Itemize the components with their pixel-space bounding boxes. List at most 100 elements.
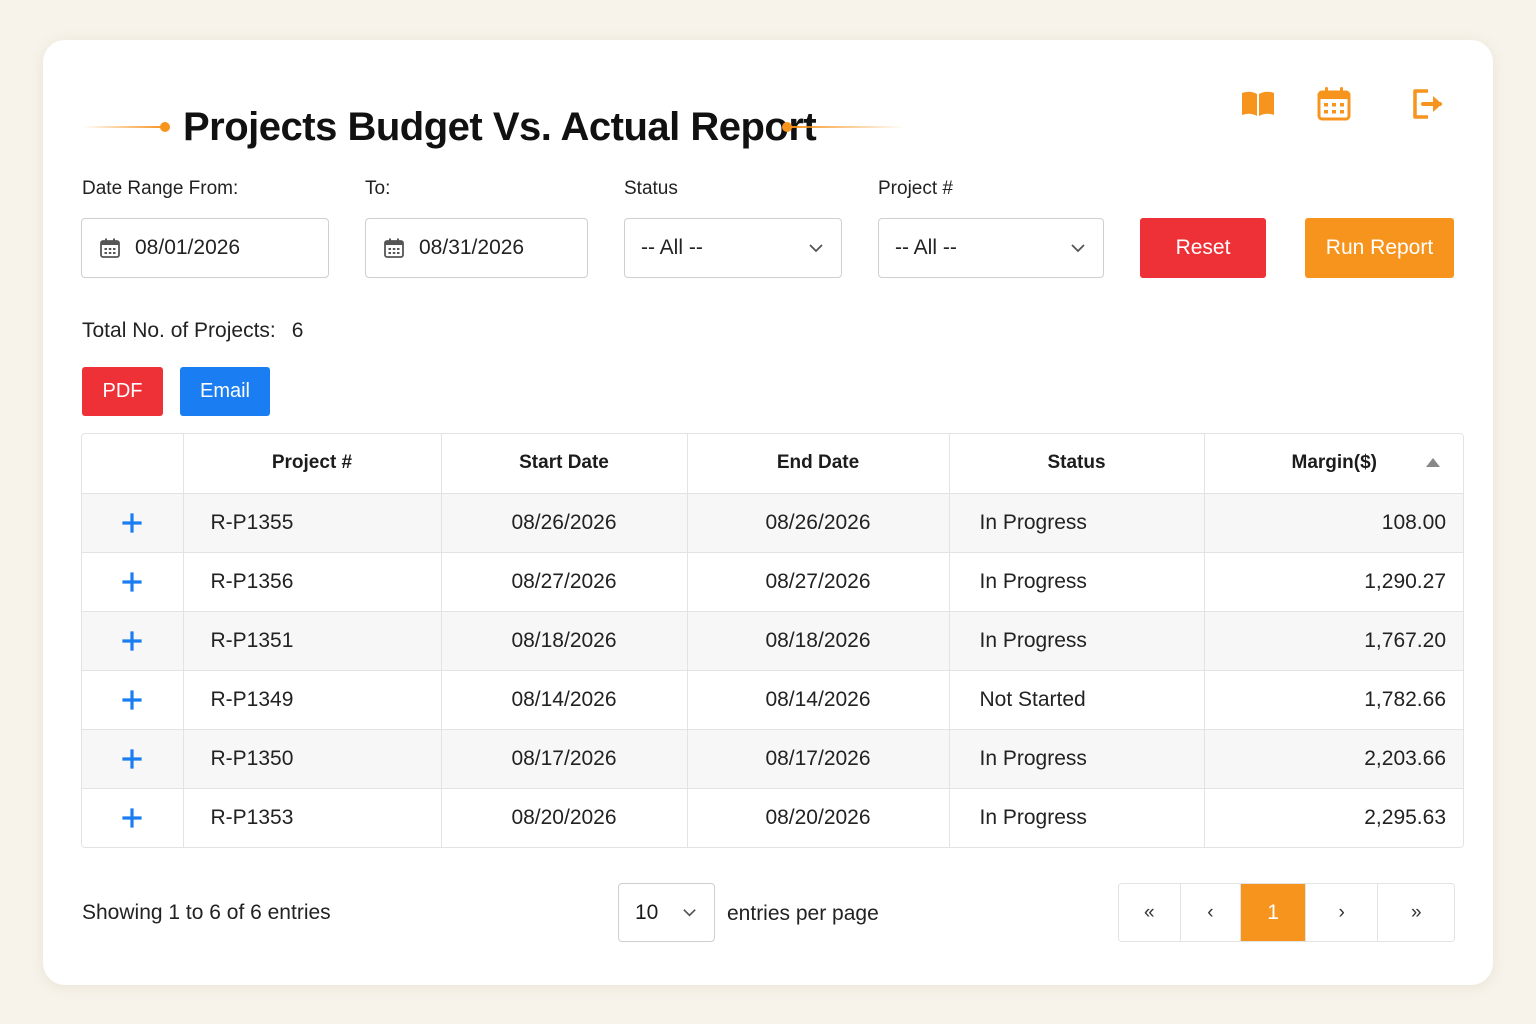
start-date-cell: 08/20/2026: [441, 788, 688, 847]
status-cell: Not Started: [949, 670, 1205, 730]
logout-icon[interactable]: [1408, 84, 1448, 124]
start-date-cell: 08/18/2026: [441, 611, 688, 671]
column-header-margin[interactable]: Margin($): [1204, 434, 1463, 494]
margin-cell: 1,782.66: [1204, 670, 1463, 730]
sort-ascending-icon[interactable]: [1426, 458, 1440, 467]
showing-entries-text: Showing 1 to 6 of 6 entries: [82, 901, 331, 924]
date-to-field[interactable]: 08/31/2026: [365, 218, 588, 278]
status-label: Status: [624, 178, 678, 199]
column-header-expand: [82, 434, 184, 494]
entries-per-page-select[interactable]: 10: [618, 883, 715, 942]
status-cell: In Progress: [949, 729, 1205, 789]
margin-cell: 2,295.63: [1204, 788, 1463, 847]
table-row: R-P1349 08/14/2026 08/14/2026 Not Started 1,…: [82, 670, 1463, 730]
plus-icon[interactable]: [122, 749, 142, 769]
chevron-down-icon: [809, 244, 823, 253]
date-from-value: 08/01/2026: [135, 236, 241, 259]
table-row: R-P1355 08/26/2026 08/26/2026 In Progress 10…: [82, 493, 1463, 553]
project-number-cell: R-P1353: [183, 788, 442, 847]
row-expand-cell: [82, 670, 184, 730]
table-header-row: Project # Start Date End Date Status Mar…: [82, 434, 1463, 494]
status-cell: In Progress: [949, 552, 1205, 612]
date-to-value: 08/31/2026: [419, 236, 525, 259]
margin-cell: 1,290.27: [1204, 552, 1463, 612]
margin-cell: 2,203.66: [1204, 729, 1463, 789]
plus-icon[interactable]: [122, 513, 142, 533]
status-cell: In Progress: [949, 788, 1205, 847]
table-row: R-P1350 08/17/2026 08/17/2026 In Progress 2,…: [82, 729, 1463, 789]
project-number-cell: R-P1356: [183, 552, 442, 612]
total-projects-value: 6: [291, 319, 304, 342]
column-header-status[interactable]: Status: [949, 434, 1205, 494]
project-number-cell: R-P1355: [183, 493, 442, 553]
status-select[interactable]: -- All --: [624, 218, 842, 278]
table-row: R-P1353 08/20/2026 08/20/2026 In Progress 2,…: [82, 788, 1463, 847]
margin-cell: 108.00: [1204, 493, 1463, 553]
column-header-start-date[interactable]: Start Date: [441, 434, 688, 494]
project-label: Project #: [878, 178, 953, 199]
total-projects-label: Total No. of Projects:: [82, 319, 276, 342]
last-page-button[interactable]: »: [1378, 884, 1454, 941]
column-header-project[interactable]: Project #: [183, 434, 442, 494]
project-select-value: -- All --: [895, 236, 957, 259]
start-date-cell: 08/17/2026: [441, 729, 688, 789]
end-date-cell: 08/14/2026: [687, 670, 950, 730]
start-date-cell: 08/27/2026: [441, 552, 688, 612]
title-row: Projects Budget Vs. Actual Report: [43, 102, 1493, 152]
run-report-button[interactable]: Run Report: [1305, 218, 1454, 278]
pdf-button[interactable]: PDF: [82, 367, 163, 416]
page-1-button[interactable]: 1: [1241, 884, 1306, 941]
end-date-cell: 08/26/2026: [687, 493, 950, 553]
table-row: R-P1351 08/18/2026 08/18/2026 In Progress 1,…: [82, 611, 1463, 671]
report-card: Projects Budget Vs. Actual Report: [43, 40, 1493, 985]
table-body: R-P1355 08/26/2026 08/26/2026 In Progress 10…: [82, 493, 1463, 847]
date-to-label: To:: [365, 178, 391, 199]
entries-per-page-label: entries per page: [727, 902, 879, 925]
project-number-cell: R-P1350: [183, 729, 442, 789]
book-icon[interactable]: [1238, 84, 1278, 124]
chevron-down-icon: [1071, 244, 1085, 253]
title-decoration-dot-left: [160, 122, 170, 132]
end-date-cell: 08/17/2026: [687, 729, 950, 789]
end-date-cell: 08/20/2026: [687, 788, 950, 847]
status-cell: In Progress: [949, 493, 1205, 553]
email-button[interactable]: Email: [180, 367, 270, 416]
start-date-cell: 08/26/2026: [441, 493, 688, 553]
page-title: Projects Budget Vs. Actual Report: [183, 105, 817, 149]
table-row: R-P1356 08/27/2026 08/27/2026 In Progress 1,…: [82, 552, 1463, 612]
date-from-label: Date Range From:: [82, 178, 239, 199]
next-page-button[interactable]: ›: [1305, 884, 1379, 941]
total-projects: Total No. of Projects: 6: [82, 319, 303, 343]
row-expand-cell: [82, 611, 184, 671]
column-header-margin-label: Margin($): [1291, 452, 1378, 474]
status-cell: In Progress: [949, 611, 1205, 671]
calendar-icon: [100, 238, 120, 258]
reset-button[interactable]: Reset: [1140, 218, 1266, 278]
row-expand-cell: [82, 552, 184, 612]
end-date-cell: 08/18/2026: [687, 611, 950, 671]
calendar-icon: [384, 238, 404, 258]
previous-page-button[interactable]: ‹: [1180, 884, 1242, 941]
chevron-down-icon: [683, 909, 696, 917]
status-select-value: -- All --: [641, 236, 703, 259]
calendar-icon[interactable]: [1314, 84, 1354, 124]
plus-icon[interactable]: [122, 690, 142, 710]
column-header-end-date[interactable]: End Date: [687, 434, 950, 494]
pagination: « ‹ 1 › »: [1118, 883, 1455, 942]
start-date-cell: 08/14/2026: [441, 670, 688, 730]
project-select[interactable]: -- All --: [878, 218, 1104, 278]
margin-cell: 1,767.20: [1204, 611, 1463, 671]
project-number-cell: R-P1349: [183, 670, 442, 730]
plus-icon[interactable]: [122, 572, 142, 592]
entries-per-page-value: 10: [635, 900, 659, 924]
title-decoration-left: [83, 126, 165, 128]
plus-icon[interactable]: [122, 808, 142, 828]
first-page-button[interactable]: «: [1119, 884, 1181, 941]
plus-icon[interactable]: [122, 631, 142, 651]
projects-table: Project # Start Date End Date Status Mar…: [81, 433, 1464, 848]
project-number-cell: R-P1351: [183, 611, 442, 671]
row-expand-cell: [82, 729, 184, 789]
date-from-field[interactable]: 08/01/2026: [81, 218, 329, 278]
title-decoration-right: [787, 126, 905, 128]
row-expand-cell: [82, 788, 184, 847]
